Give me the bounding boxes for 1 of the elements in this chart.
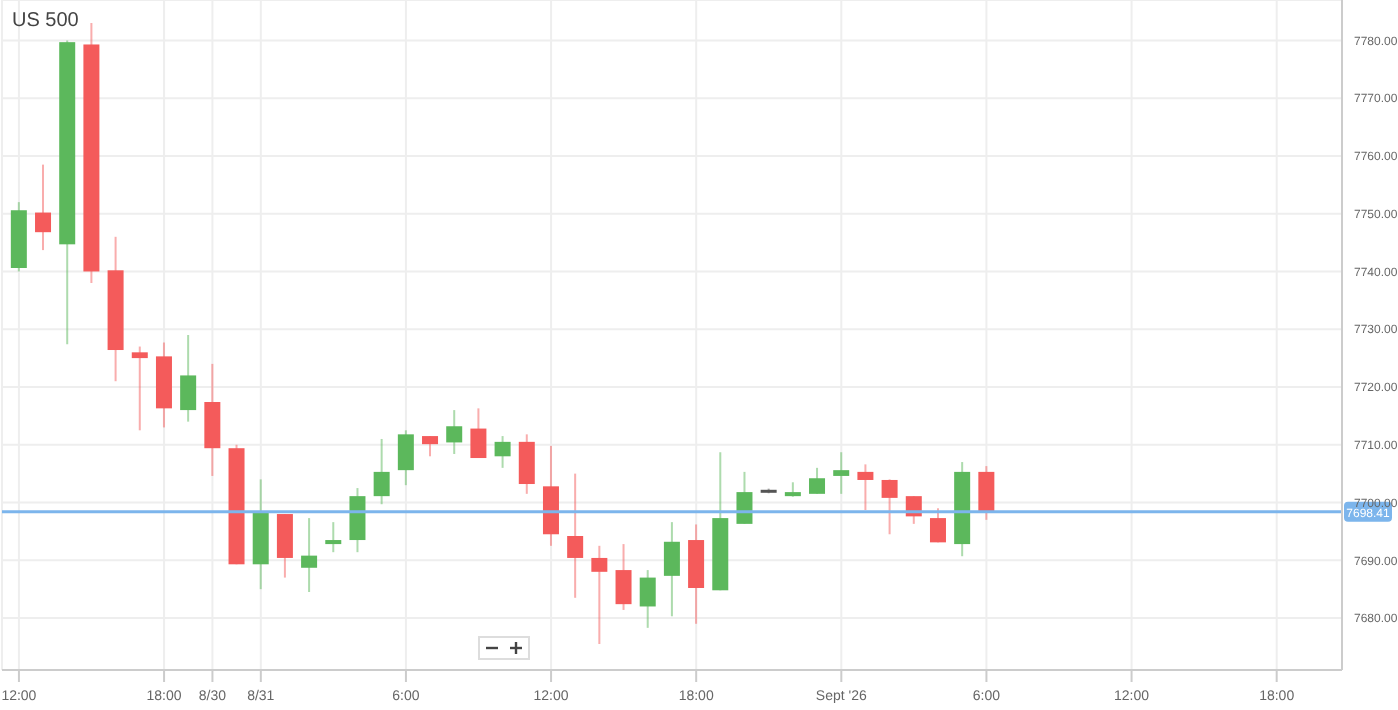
text: US 500 xyxy=(12,10,80,32)
